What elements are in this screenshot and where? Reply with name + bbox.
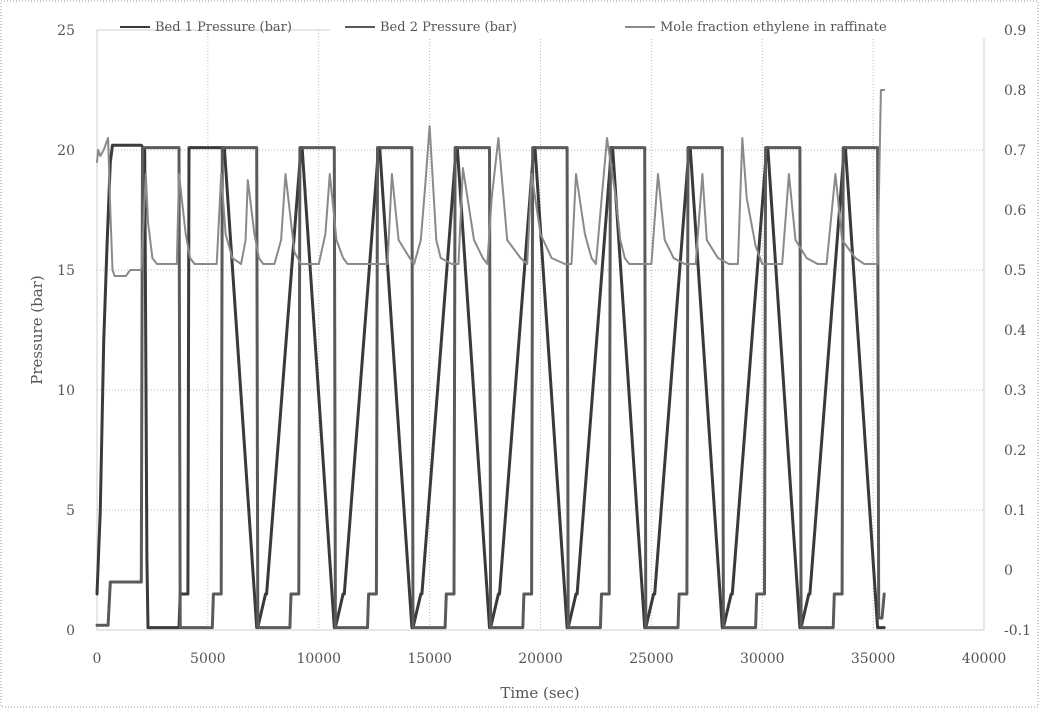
x-tick-label: 30000 [740,651,785,667]
legend-label-bed2: Bed 2 Pressure (bar) [380,20,517,35]
legend-label-ethylene: Mole fraction ethylene in raffinate [660,20,887,35]
y2-tick-label: 0 [1004,563,1013,579]
series-line-bed2-pressure [95,146,886,630]
y-tick-label: 15 [57,263,75,279]
x-axis-ticks: 0 5000 10000 15000 20000 25000 30000 35000 40000 [93,651,1007,667]
y2-tick-label: 0.4 [1004,323,1026,339]
left-axis-ticks: 0 5 10 15 20 25 [57,23,75,639]
x-tick-label: 20000 [518,651,563,667]
y2-tick-label: -0.1 [1004,623,1031,639]
y2-tick-label: 0.7 [1004,143,1026,159]
y2-tick-label: 0.5 [1004,263,1026,279]
x-tick-label: 40000 [962,651,1007,667]
x-tick-label: 35000 [851,651,896,667]
y-tick-label: 5 [66,503,75,519]
y2-tick-label: 0.9 [1004,23,1026,39]
y-tick-label: 25 [57,23,75,39]
legend: Bed 1 Pressure (bar) Bed 2 Pressure (bar… [120,18,990,38]
y-tick-label: 0 [66,623,75,639]
y-tick-label: 20 [57,143,75,159]
x-axis-title: Time (sec) [500,684,579,702]
y2-tick-label: 0.1 [1004,503,1026,519]
y-tick-label: 10 [57,383,75,399]
y2-tick-label: 0.8 [1004,83,1026,99]
x-tick-label: 15000 [407,651,452,667]
x-tick-label: 25000 [629,651,674,667]
y2-tick-label: 0.2 [1004,443,1026,459]
y2-tick-label: 0.6 [1004,203,1026,219]
series-line-ethylene-fraction [96,89,886,277]
x-tick-label: 10000 [296,651,341,667]
y-axis-title: Pressure (bar) [28,275,46,384]
y2-tick-label: 0.3 [1004,383,1026,399]
legend-label-bed1: Bed 1 Pressure (bar) [155,20,292,35]
right-axis-ticks: -0.1 0 0.1 0.2 0.3 0.4 0.5 0.6 0.7 0.8 0.9 [1004,23,1031,639]
legend-background [330,18,990,38]
x-tick-label: 5000 [190,651,226,667]
x-tick-label: 0 [93,651,102,667]
gridlines [96,29,985,631]
series-lines [95,89,886,630]
